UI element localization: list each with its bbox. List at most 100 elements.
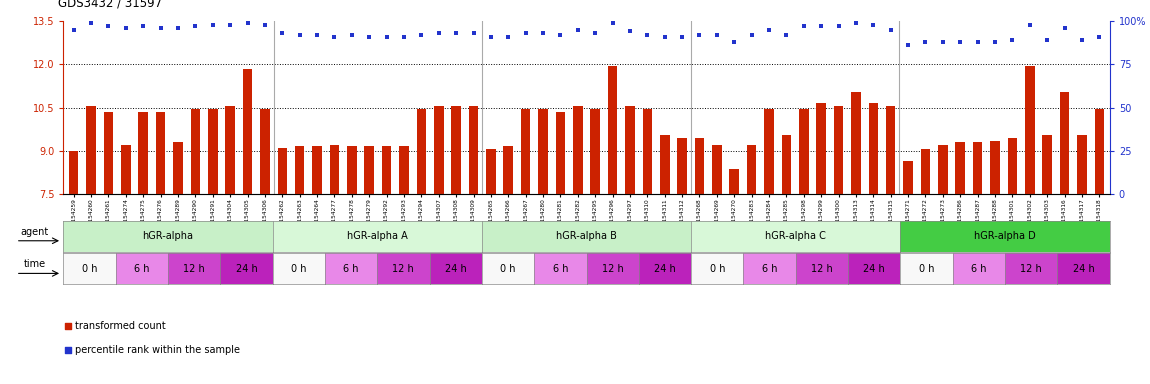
Bar	[1025, 66, 1035, 194]
Text: 6 h: 6 h	[135, 264, 150, 274]
Bar	[243, 69, 252, 194]
Bar	[799, 109, 808, 194]
Text: hGR-alpha B: hGR-alpha B	[557, 231, 616, 241]
Point	[604, 20, 622, 26]
Text: 12 h: 12 h	[392, 264, 414, 274]
Bar	[155, 112, 166, 194]
Text: GDS3432 / 31597: GDS3432 / 31597	[58, 0, 162, 10]
Bar	[1042, 135, 1052, 194]
Point	[291, 32, 309, 38]
Point	[59, 347, 77, 353]
Point	[846, 20, 865, 26]
Point	[724, 39, 743, 45]
Point	[1090, 34, 1109, 40]
Bar	[626, 106, 635, 194]
Text: hGR-alpha D: hGR-alpha D	[974, 231, 1036, 241]
Bar	[521, 109, 530, 194]
Bar	[1095, 109, 1104, 194]
Bar	[608, 66, 618, 194]
Bar	[382, 146, 391, 194]
Point	[255, 22, 274, 28]
Point	[551, 32, 569, 38]
Point	[465, 30, 483, 36]
Text: agent: agent	[21, 227, 49, 237]
Bar	[921, 149, 930, 194]
Bar	[365, 146, 374, 194]
Bar	[886, 106, 896, 194]
Point	[186, 23, 205, 30]
Point	[430, 30, 449, 36]
Text: 6 h: 6 h	[553, 264, 568, 274]
Point	[812, 23, 830, 30]
Point	[169, 25, 187, 31]
Point	[568, 27, 586, 33]
Text: 12 h: 12 h	[811, 264, 833, 274]
Point	[743, 32, 761, 38]
Bar	[121, 145, 131, 194]
Point	[412, 32, 430, 38]
Text: 12 h: 12 h	[1020, 264, 1042, 274]
Point	[447, 30, 466, 36]
Point	[673, 34, 691, 40]
Text: 24 h: 24 h	[445, 264, 467, 274]
Bar	[260, 109, 270, 194]
Text: 0 h: 0 h	[82, 264, 97, 274]
Point	[99, 23, 117, 30]
Bar	[555, 112, 565, 194]
Bar	[868, 103, 879, 194]
Point	[934, 39, 952, 45]
Text: 24 h: 24 h	[236, 264, 258, 274]
Point	[59, 323, 77, 329]
Bar	[347, 146, 356, 194]
Point	[1073, 37, 1091, 43]
Bar	[138, 112, 148, 194]
Point	[968, 39, 987, 45]
Point	[951, 39, 969, 45]
Bar	[765, 109, 774, 194]
Point	[238, 20, 256, 26]
Text: 6 h: 6 h	[972, 264, 987, 274]
Text: percentile rank within the sample: percentile rank within the sample	[75, 345, 239, 355]
Text: hGR-alpha A: hGR-alpha A	[347, 231, 407, 241]
Point	[638, 32, 657, 38]
Bar	[782, 135, 791, 194]
Bar	[451, 106, 461, 194]
Point	[221, 22, 239, 28]
Bar	[816, 103, 826, 194]
Point	[760, 27, 779, 33]
Text: 0 h: 0 h	[919, 264, 934, 274]
Point	[586, 30, 605, 36]
Text: transformed count: transformed count	[75, 321, 166, 331]
Text: 24 h: 24 h	[864, 264, 886, 274]
Bar	[990, 141, 999, 194]
Bar	[956, 142, 965, 194]
Bar	[277, 148, 288, 194]
Text: 0 h: 0 h	[500, 264, 515, 274]
Point	[621, 28, 639, 35]
Text: 0 h: 0 h	[291, 264, 306, 274]
Point	[394, 34, 413, 40]
Bar	[746, 145, 757, 194]
Point	[482, 34, 500, 40]
Bar	[903, 161, 913, 194]
Bar	[330, 145, 339, 194]
Bar	[1007, 138, 1018, 194]
Bar	[313, 146, 322, 194]
Text: hGR-alpha C: hGR-alpha C	[766, 231, 826, 241]
Bar	[695, 138, 704, 194]
Point	[1003, 37, 1021, 43]
Point	[1038, 37, 1057, 43]
Point	[690, 32, 708, 38]
Point	[273, 30, 291, 36]
Point	[899, 42, 918, 48]
Text: 12 h: 12 h	[183, 264, 205, 274]
Point	[795, 23, 813, 30]
Bar	[729, 169, 739, 194]
Point	[377, 34, 396, 40]
Bar	[104, 112, 113, 194]
Bar	[712, 145, 722, 194]
Text: 6 h: 6 h	[762, 264, 777, 274]
Point	[204, 22, 222, 28]
Point	[116, 25, 135, 31]
Point	[777, 32, 796, 38]
